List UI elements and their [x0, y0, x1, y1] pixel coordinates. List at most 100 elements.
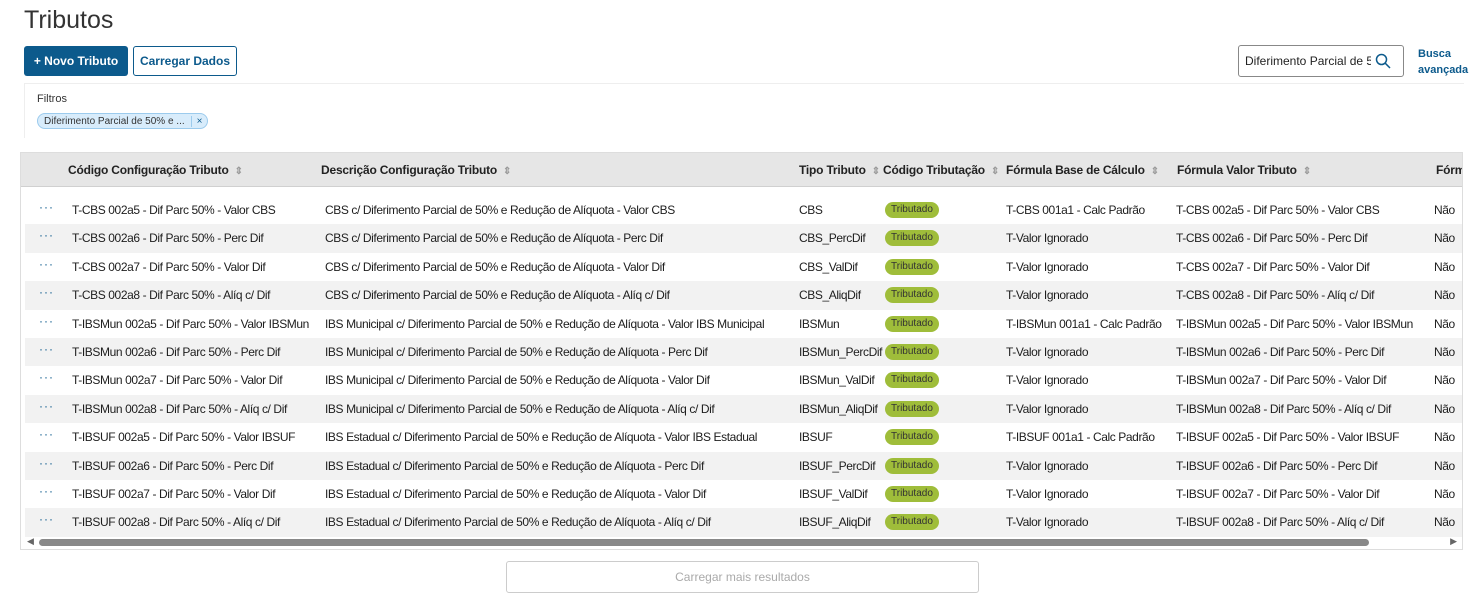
load-more-button[interactable]: Carregar mais resultados	[506, 561, 979, 593]
column-header[interactable]: Fórmula Valor Tributo ⇕	[1177, 163, 1311, 177]
table-cell: CBS c/ Diferimento Parcial de 50% e Redu…	[325, 259, 665, 274]
load-data-button[interactable]: Carregar Dados	[133, 46, 237, 76]
table-row[interactable]: ··· T-CBS 002a6 - Dif Parc 50% - Perc Dif…	[25, 224, 1462, 253]
more-options-icon[interactable]: ···	[39, 341, 54, 356]
table-cell: IBSUF_PercDif	[799, 458, 876, 473]
table-cell: T-IBSUF 002a6 - Dif Parc 50% - Perc Dif	[72, 458, 274, 473]
more-options-icon[interactable]: ···	[39, 228, 54, 243]
table-row[interactable]: ··· T-IBSUF 002a6 - Dif Parc 50% - Perc D…	[25, 451, 1462, 480]
table-cell: T-CBS 002a8 - Dif Parc 50% - Alíq c/ Dif	[1176, 288, 1375, 303]
status-badge: Tributado	[885, 457, 939, 474]
column-header[interactable]: Fórm	[1436, 163, 1462, 177]
column-header-label: Fórmula Valor Tributo	[1177, 163, 1297, 177]
table-row[interactable]: ··· T-CBS 002a8 - Dif Parc 50% - Alíq c/ …	[25, 281, 1462, 310]
more-options-icon[interactable]: ···	[39, 370, 54, 385]
table-cell: T-IBSMun 002a7 - Dif Parc 50% - Valor Di…	[1176, 373, 1387, 388]
table-cell: Não	[1434, 288, 1455, 303]
search-input[interactable]	[1245, 54, 1371, 68]
scrollbar-thumb[interactable]	[39, 539, 1369, 546]
table-cell: IBSMun_AliqDif	[799, 401, 878, 416]
more-options-icon[interactable]: ···	[39, 512, 54, 527]
table-row[interactable]: ··· T-IBSUF 002a7 - Dif Parc 50% - Valor …	[25, 480, 1462, 508]
table-cell: T-Valor Ignorado	[1006, 401, 1089, 416]
column-header-label: Código Tributação	[883, 163, 985, 177]
sort-icon[interactable]: ⇕	[990, 166, 1000, 177]
column-header-label: Tipo Tributo	[799, 163, 866, 177]
table-row[interactable]: ··· T-IBSUF 002a5 - Dif Parc 50% - Valor …	[25, 423, 1462, 451]
scroll-right-icon[interactable]: ▶	[1450, 536, 1457, 546]
table-row[interactable]: ··· T-IBSMun 002a7 - Dif Parc 50% - Valor…	[25, 366, 1462, 394]
table-cell: T-IBSMun 002a8 - Dif Parc 50% - Alíq c/ …	[1176, 401, 1391, 416]
table-cell: Não	[1434, 259, 1455, 274]
table-cell: IBS Municipal c/ Diferimento Parcial de …	[325, 401, 715, 416]
table-cell: T-IBSUF 002a8 - Dif Parc 50% - Alíq c/ D…	[1176, 515, 1384, 530]
status-badge: Tributado	[885, 343, 939, 360]
more-options-icon[interactable]: ···	[39, 313, 54, 328]
table-cell: T-CBS 002a7 - Dif Parc 50% - Valor Dif	[1176, 259, 1370, 274]
table-cell: Não	[1434, 231, 1455, 246]
column-header-label: Fórmula Base de Cálculo	[1006, 163, 1145, 177]
table-row[interactable]: ··· T-IBSUF 002a8 - Dif Parc 50% - Alíq c…	[25, 508, 1462, 537]
column-header-label: Descrição Configuração Tributo	[321, 163, 498, 177]
column-header[interactable]: Tipo Tributo ⇕	[799, 163, 880, 177]
column-header-label: Código Configuração Tributo	[68, 163, 229, 177]
table-cell: T-Valor Ignorado	[1006, 288, 1089, 303]
column-header[interactable]: Fórmula Base de Cálculo ⇕	[1006, 163, 1159, 177]
more-options-icon[interactable]: ···	[39, 398, 54, 413]
table-cell: T-CBS 002a5 - Dif Parc 50% - Valor CBS	[1176, 203, 1380, 217]
table-cell: Não	[1434, 486, 1455, 501]
more-options-icon[interactable]: ···	[39, 256, 54, 271]
table-cell: Não	[1434, 316, 1455, 331]
table-cell: T-CBS 002a7 - Dif Parc 50% - Valor Dif	[72, 259, 266, 274]
sort-icon[interactable]: ⇕	[871, 166, 880, 177]
table-cell: T-IBSUF 002a6 - Dif Parc 50% - Perc Dif	[1176, 458, 1378, 473]
table-row[interactable]: ··· T-IBSMun 002a8 - Dif Parc 50% - Alíq …	[25, 394, 1462, 424]
table-cell: T-IBSMun 002a5 - Dif Parc 50% - Valor IB…	[1176, 316, 1413, 331]
horizontal-scrollbar[interactable]: ◀ ▶	[27, 536, 1457, 547]
table-cell: T-Valor Ignorado	[1006, 259, 1089, 274]
table-cell: IBSUF	[799, 430, 833, 445]
table-row[interactable]: ··· T-CBS 002a7 - Dif Parc 50% - Valor Di…	[25, 253, 1462, 281]
table-row[interactable]: ··· T-IBSMun 002a5 - Dif Parc 50% - Valor…	[25, 310, 1462, 338]
table-cell: CBS_AliqDif	[799, 288, 861, 303]
column-header[interactable]: Descrição Configuração Tributo ⇕	[321, 163, 511, 177]
table-cell: T-IBSUF 001a1 - Calc Padrão	[1006, 430, 1155, 445]
table-row[interactable]: ··· T-IBSMun 002a6 - Dif Parc 50% - Perc …	[25, 337, 1462, 367]
advanced-search-link[interactable]: Busca avançada	[1418, 46, 1468, 78]
table-cell: T-Valor Ignorado	[1006, 373, 1089, 388]
status-badge: Tributado	[885, 258, 939, 275]
table-cell: IBS Estadual c/ Diferimento Parcial de 5…	[325, 430, 758, 445]
column-header[interactable]: Código Tributação ⇕	[883, 163, 999, 177]
table-cell: Não	[1434, 430, 1455, 445]
search-icon[interactable]	[1375, 53, 1391, 69]
more-options-icon[interactable]: ···	[39, 455, 54, 470]
more-options-icon[interactable]: ···	[39, 483, 54, 498]
filter-chip: Diferimento Parcial de 50% e ... ×	[37, 113, 209, 129]
sort-icon[interactable]: ⇕	[1302, 166, 1312, 177]
table-cell: T-CBS 002a8 - Dif Parc 50% - Alíq c/ Dif	[72, 288, 271, 303]
filters-label: Filtros	[37, 93, 67, 105]
status-badge: Tributado	[885, 485, 939, 502]
status-badge: Tributado	[885, 202, 939, 218]
scroll-left-icon[interactable]: ◀	[27, 536, 34, 546]
new-tributo-button[interactable]: + Novo Tributo	[24, 46, 128, 76]
advanced-search-label: Busca	[1418, 48, 1452, 60]
table-cell: IBS Estadual c/ Diferimento Parcial de 5…	[325, 486, 706, 501]
more-options-icon[interactable]: ···	[39, 200, 54, 214]
table-cell: T-CBS 002a6 - Dif Parc 50% - Perc Dif	[72, 231, 264, 246]
table-cell: Não	[1434, 458, 1455, 473]
more-options-icon[interactable]: ···	[39, 285, 54, 300]
table-cell: T-Valor Ignorado	[1006, 344, 1089, 359]
table-cell: IBSMun_PercDif	[799, 344, 883, 359]
table-cell: T-CBS 002a6 - Dif Parc 50% - Perc Dif	[1176, 231, 1368, 246]
page-title: Tributos	[24, 6, 114, 34]
close-icon[interactable]: ×	[190, 115, 208, 127]
table-cell: T-IBSMun 002a6 - Dif Parc 50% - Perc Dif	[1176, 344, 1385, 359]
sort-icon[interactable]: ⇕	[234, 166, 243, 177]
table-cell: Não	[1434, 344, 1455, 359]
table-row[interactable]: ··· T-CBS 002a5 - Dif Parc 50% - Valor CB…	[25, 196, 1462, 224]
sort-icon[interactable]: ⇕	[1150, 166, 1159, 177]
more-options-icon[interactable]: ···	[39, 427, 54, 442]
sort-icon[interactable]: ⇕	[503, 166, 512, 177]
column-header[interactable]: Código Configuração Tributo ⇕	[68, 163, 243, 177]
